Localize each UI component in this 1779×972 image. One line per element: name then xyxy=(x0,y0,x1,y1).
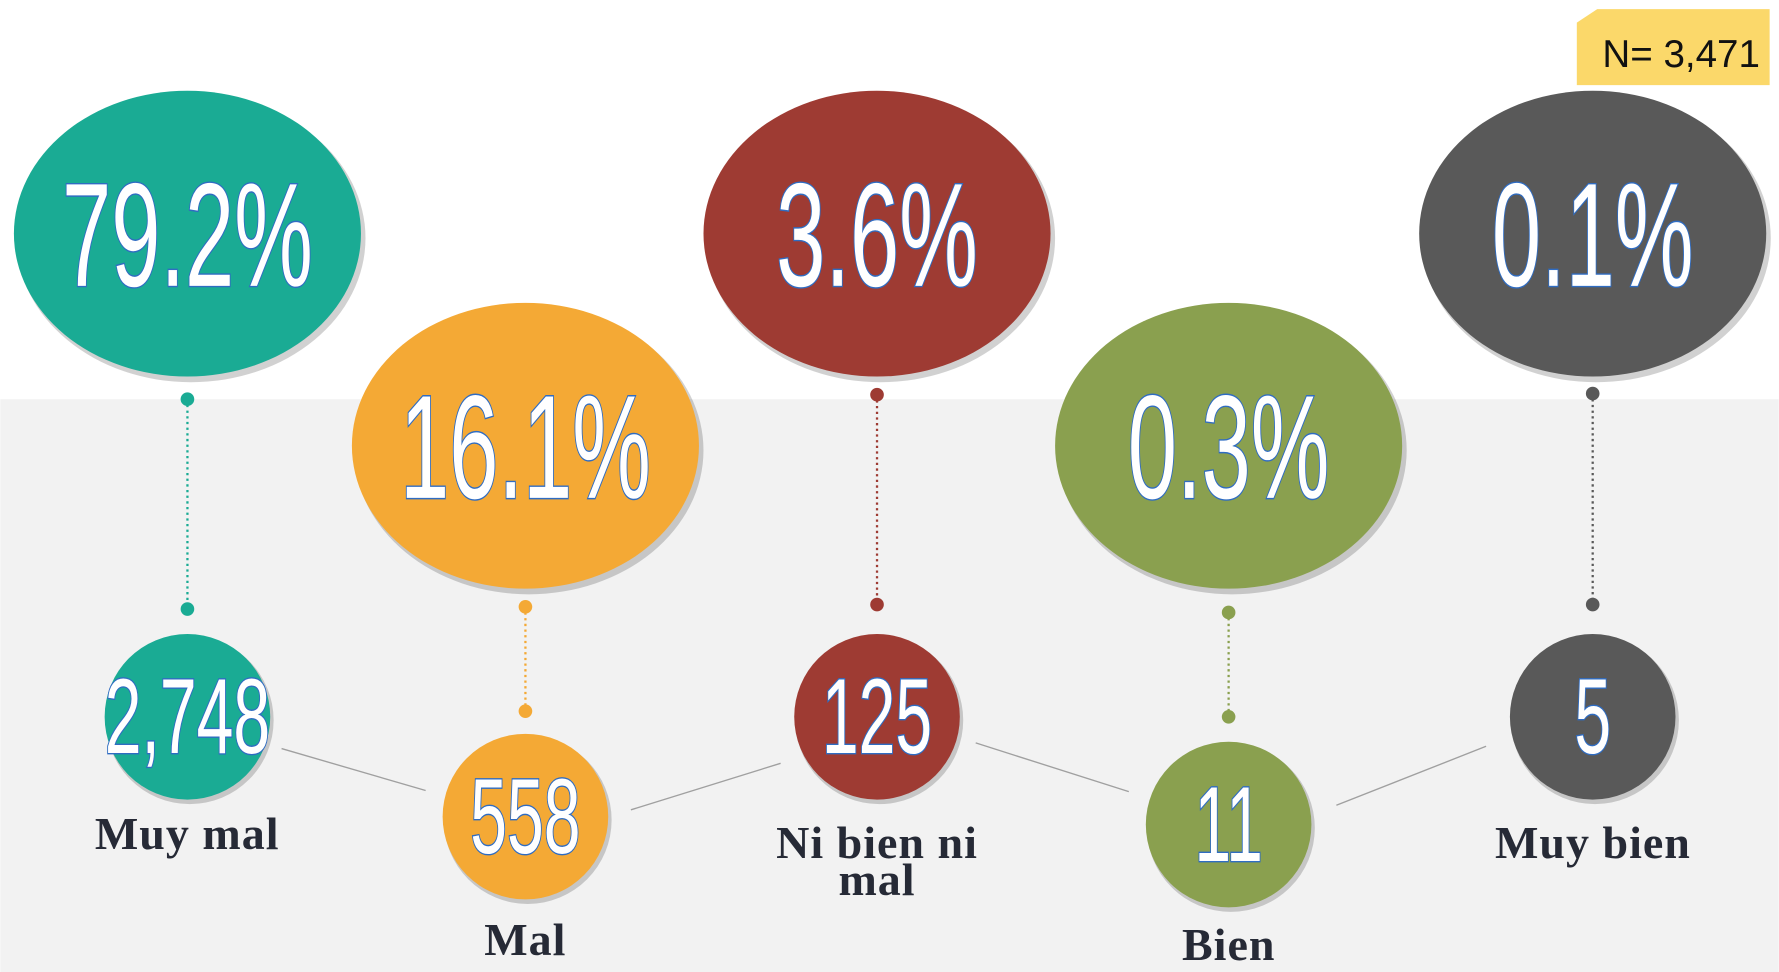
link-dot xyxy=(870,387,884,402)
link-dot xyxy=(180,392,195,407)
percent-bubble xyxy=(1055,302,1403,589)
category-label: Muy mal xyxy=(94,807,280,859)
percent-bubble xyxy=(1419,90,1767,377)
percent-bubble xyxy=(703,90,1051,377)
percent-value: 0.1% xyxy=(1492,152,1694,317)
percent-value: 3.6% xyxy=(776,152,978,317)
badge-text: N= 3,471 xyxy=(1602,33,1760,76)
badge-box xyxy=(1576,9,1770,86)
percent-value: 0.3% xyxy=(1128,365,1330,530)
connector xyxy=(281,747,426,792)
link-dot xyxy=(870,597,884,612)
count-value: 11 xyxy=(1194,765,1263,884)
count-value: 125 xyxy=(822,657,932,776)
count-value: 558 xyxy=(470,757,580,876)
count-bubble xyxy=(1509,634,1676,800)
connector xyxy=(975,742,1130,793)
count-value: 5 xyxy=(1574,657,1611,776)
link-dot xyxy=(1221,605,1236,620)
count-bubble xyxy=(104,634,271,800)
link-dot xyxy=(1585,597,1600,612)
category-label: Mal xyxy=(484,914,567,966)
percent-value: 79.2% xyxy=(62,152,313,317)
category-label: Bien xyxy=(1182,918,1276,970)
link-dot xyxy=(180,602,195,616)
link-dot xyxy=(518,599,533,614)
category-label: Ni bien ni mal xyxy=(776,816,978,906)
count-bubble xyxy=(442,733,609,900)
connector xyxy=(1336,745,1487,806)
percent-bubble xyxy=(351,302,699,589)
count-value: 2,748 xyxy=(105,657,270,776)
percent-value: 16.1% xyxy=(400,365,651,530)
link-dot xyxy=(1221,710,1236,724)
category-label: Muy bien xyxy=(1494,816,1691,868)
percent-bubble xyxy=(13,90,361,377)
count-bubble xyxy=(1145,741,1312,908)
connectors xyxy=(281,742,1487,811)
connector xyxy=(630,762,781,811)
link-dot xyxy=(1585,386,1600,401)
count-bubble xyxy=(794,634,960,800)
link-dot xyxy=(518,704,533,718)
